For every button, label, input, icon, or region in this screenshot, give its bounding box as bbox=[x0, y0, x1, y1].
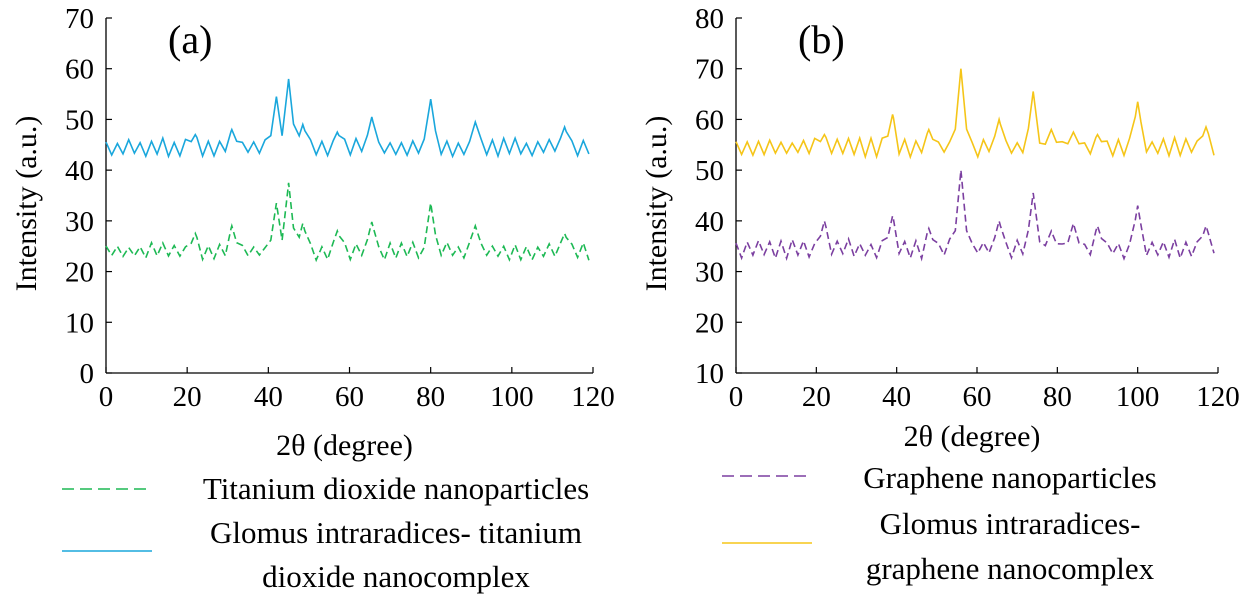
x-tick-label: 40 bbox=[882, 381, 911, 413]
y-tick-label: 20 bbox=[65, 257, 94, 289]
x-axis-label: 2θ (degree) bbox=[276, 429, 413, 462]
legend-label: Titanium dioxide nanoparticles bbox=[203, 471, 589, 506]
x-tick-label: 0 bbox=[729, 381, 744, 413]
x-axis-label: 2θ (degree) bbox=[904, 420, 1041, 453]
series-line-solid bbox=[735, 68, 1215, 160]
chart-panel-a: 0 10 20 30 40 50 60 70 0 20 40 60 80 100 120 2θ (degree… bbox=[10, 3, 615, 594]
y-tick-label: 0 bbox=[80, 358, 95, 390]
y-tick-label: 50 bbox=[695, 155, 724, 187]
x-tick-label: 120 bbox=[1196, 381, 1240, 413]
y-tick-label: 10 bbox=[695, 358, 724, 390]
panel-label: (a) bbox=[168, 17, 212, 62]
y-tick-label: 40 bbox=[695, 206, 724, 238]
y-tick-label: 70 bbox=[65, 3, 94, 35]
x-tick-label: 40 bbox=[254, 381, 283, 413]
x-tick-label: 80 bbox=[1043, 381, 1072, 413]
legend-label: Graphene nanoparticles bbox=[863, 460, 1157, 495]
x-tick-label: 100 bbox=[1116, 381, 1160, 413]
legend-label: Glomus intraradices- titanium bbox=[210, 515, 582, 550]
y-axis-label: Intensity (a.u.) bbox=[10, 116, 43, 292]
chart-panel-b: 10 20 30 40 50 60 70 80 0 20 40 60 80 100 120 2θ (degre… bbox=[640, 3, 1240, 586]
y-tick-label: 20 bbox=[695, 307, 724, 339]
x-tick-label: 20 bbox=[802, 381, 831, 413]
x-tick-label: 60 bbox=[963, 381, 992, 413]
y-tick-label: 40 bbox=[65, 155, 94, 187]
y-tick-label: 70 bbox=[695, 54, 724, 86]
y-tick-label: 60 bbox=[695, 104, 724, 136]
legend-label: dioxide nanocomplex bbox=[262, 559, 530, 594]
y-tick-label: 10 bbox=[65, 307, 94, 339]
x-tick-label: 100 bbox=[490, 381, 534, 413]
y-tick-label: 60 bbox=[65, 54, 94, 86]
y-tick-label: 30 bbox=[695, 257, 724, 289]
legend-label: graphene nanocomplex bbox=[866, 551, 1155, 586]
y-tick-label: 30 bbox=[65, 206, 94, 238]
panel-label: (b) bbox=[798, 17, 845, 62]
x-tick-label: 20 bbox=[173, 381, 202, 413]
legend-label: Glomus intraradices- bbox=[880, 506, 1141, 541]
y-axis-label: Intensity (a.u.) bbox=[640, 116, 673, 292]
x-tick-label: 80 bbox=[416, 381, 445, 413]
x-tick-label: 120 bbox=[571, 381, 615, 413]
x-tick-label: 0 bbox=[99, 381, 114, 413]
x-tick-label: 60 bbox=[335, 381, 364, 413]
series-line-dashed bbox=[735, 170, 1215, 262]
y-tick-label: 80 bbox=[695, 3, 724, 35]
series-line-dashed bbox=[105, 182, 590, 263]
series-line-solid bbox=[105, 78, 590, 159]
y-tick-label: 50 bbox=[65, 104, 94, 136]
